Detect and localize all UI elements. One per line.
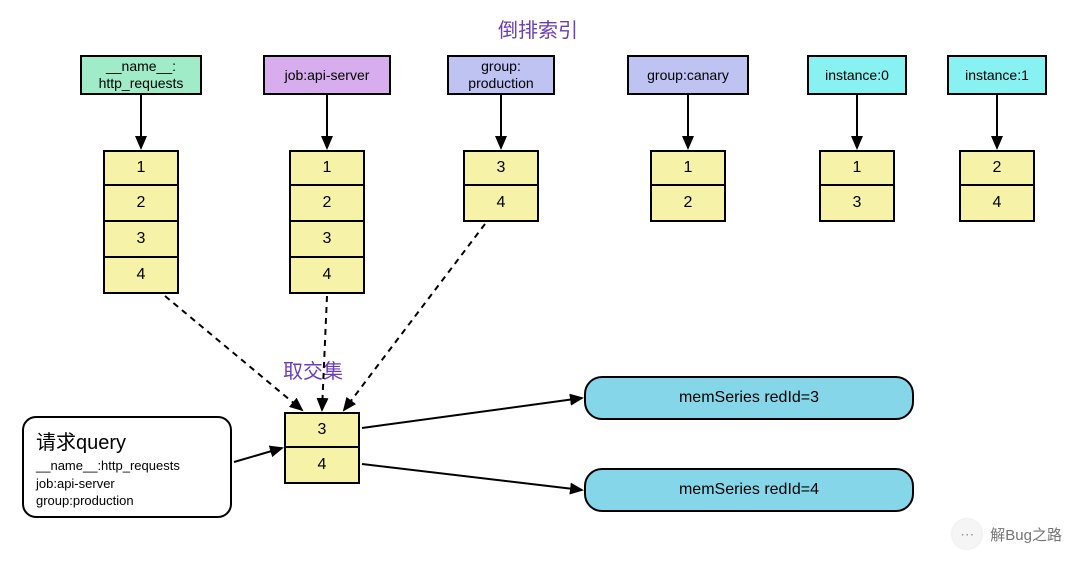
posting-cell: 2 <box>959 150 1035 186</box>
posting-cell: 4 <box>284 448 360 484</box>
posting-cell: 1 <box>650 150 726 186</box>
posting-list-instance-1: 24 <box>959 150 1035 222</box>
title-inverted-index: 倒排索引 <box>498 14 578 43</box>
posting-list-name: 1234 <box>103 150 179 294</box>
diagram-stage: 倒排索引 取交集 __name__:http_requests job:api-… <box>0 0 1080 563</box>
posting-cell: 4 <box>959 186 1035 222</box>
posting-cell: 4 <box>103 258 179 294</box>
query-title: 请求query <box>36 426 218 455</box>
posting-cell: 1 <box>289 150 365 186</box>
result-memseries-4: memSeries redId=4 <box>584 468 914 512</box>
posting-list-instance-0: 13 <box>819 150 895 222</box>
result-memseries-3: memSeries redId=3 <box>584 376 914 420</box>
label-group-canary: group:canary <box>627 55 749 95</box>
posting-cell: 3 <box>284 412 360 448</box>
query-box: 请求query __name__:http_requests job:api-s… <box>22 416 232 518</box>
posting-list-group-production: 34 <box>463 150 539 222</box>
posting-cell: 2 <box>650 186 726 222</box>
query-line-1: job:api-server <box>36 475 218 493</box>
watermark: ⋯ 解Bug之路 <box>952 519 1062 549</box>
label-instance-1: instance:1 <box>947 55 1047 95</box>
label-instance-0: instance:0 <box>807 55 907 95</box>
posting-list-group-canary: 12 <box>650 150 726 222</box>
posting-cell: 4 <box>463 186 539 222</box>
title-intersection: 取交集 <box>283 355 343 384</box>
watermark-text: 解Bug之路 <box>990 524 1062 545</box>
query-line-0: __name__:http_requests <box>36 457 218 475</box>
label-job: job:api-server <box>263 55 391 95</box>
posting-cell: 1 <box>819 150 895 186</box>
posting-cell: 3 <box>289 222 365 258</box>
posting-cell: 3 <box>103 222 179 258</box>
watermark-icon: ⋯ <box>952 519 982 549</box>
query-line-2: group:production <box>36 492 218 510</box>
label-name: __name__:http_requests <box>80 55 202 95</box>
intersection-list: 34 <box>284 412 360 484</box>
posting-cell: 1 <box>103 150 179 186</box>
posting-cell: 3 <box>463 150 539 186</box>
posting-cell: 3 <box>819 186 895 222</box>
posting-list-job: 1234 <box>289 150 365 294</box>
label-group-production: group:production <box>447 55 555 95</box>
posting-cell: 4 <box>289 258 365 294</box>
posting-cell: 2 <box>289 186 365 222</box>
posting-cell: 2 <box>103 186 179 222</box>
